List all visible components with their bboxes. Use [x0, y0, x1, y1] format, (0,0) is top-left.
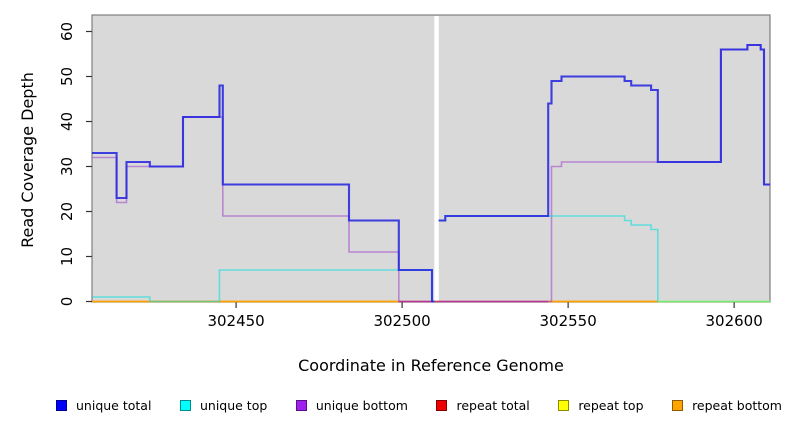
y-axis-title: Read Coverage Depth — [18, 72, 37, 248]
legend-swatch-repeat-top — [558, 400, 570, 411]
legend: unique total unique top unique bottom repea… — [0, 398, 792, 413]
series-unique-total — [92, 43, 770, 303]
legend-item-repeat-top: repeat top — [558, 398, 644, 413]
y-tick-label: 10 — [58, 247, 76, 266]
legend-swatch-unique-bottom — [295, 400, 307, 411]
legend-swatch-unique-total — [56, 400, 67, 411]
x-tick-label: 302450 — [207, 312, 264, 330]
x-tick-label: 302550 — [539, 312, 596, 330]
legend-swatch-repeat-total — [436, 400, 448, 411]
legend-item-repeat-total: repeat total — [436, 398, 530, 413]
legend-swatch-unique-top — [179, 400, 191, 411]
y-tick-label: 20 — [58, 202, 76, 221]
legend-label: repeat top — [578, 398, 644, 413]
y-tick-label: 60 — [58, 22, 76, 41]
legend-item-unique-total: unique total — [56, 398, 151, 413]
x-tick-label: 302600 — [706, 312, 763, 330]
legend-item-repeat-bottom: repeat bottom — [672, 398, 782, 413]
x-axis-title: Coordinate in Reference Genome — [298, 356, 564, 375]
y-tick-label: 40 — [58, 112, 76, 131]
plot-background — [92, 15, 770, 302]
legend-label: unique bottom — [315, 398, 408, 413]
y-tick-label: 30 — [58, 157, 76, 176]
y-tick-label: 0 — [58, 297, 76, 307]
y-tick-label: 50 — [58, 67, 76, 86]
legend-item-unique-top: unique top — [179, 398, 268, 413]
legend-label: repeat total — [456, 398, 530, 413]
legend-label: repeat bottom — [692, 398, 782, 413]
legend-label: unique total — [76, 398, 152, 413]
x-tick-label: 302500 — [373, 312, 430, 330]
coverage-gap — [434, 16, 439, 301]
legend-item-unique-bottom: unique bottom — [295, 398, 408, 413]
legend-label: unique top — [199, 398, 268, 413]
legend-swatch-repeat-bottom — [672, 400, 684, 411]
